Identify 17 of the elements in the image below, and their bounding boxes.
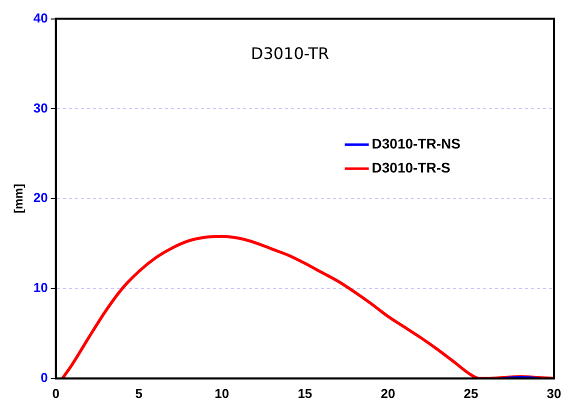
x-tick-label: 0 (52, 386, 60, 401)
line-series (61, 234, 554, 378)
x-tick-label: 25 (464, 386, 478, 401)
y-tick-label: 20 (33, 190, 48, 206)
y-tick-label: 0 (40, 370, 48, 385)
x-tick-label: 5 (135, 386, 142, 401)
legend-label: D3010-TR-S (372, 160, 450, 176)
x-tick-label: 20 (380, 386, 396, 401)
x-tick-label: 30 (546, 386, 562, 401)
legend-label: D3010-TR-NS (372, 136, 460, 152)
y-axis-title: [mm] (12, 184, 26, 214)
x-tick-label: 15 (298, 386, 312, 401)
y-tick-label: 40 (33, 10, 48, 26)
x-tick-label: 10 (214, 386, 230, 401)
text: D3010-TR (250, 44, 330, 63)
y-tick-label: 30 (33, 100, 48, 116)
y-tick-label: 10 (33, 280, 48, 296)
